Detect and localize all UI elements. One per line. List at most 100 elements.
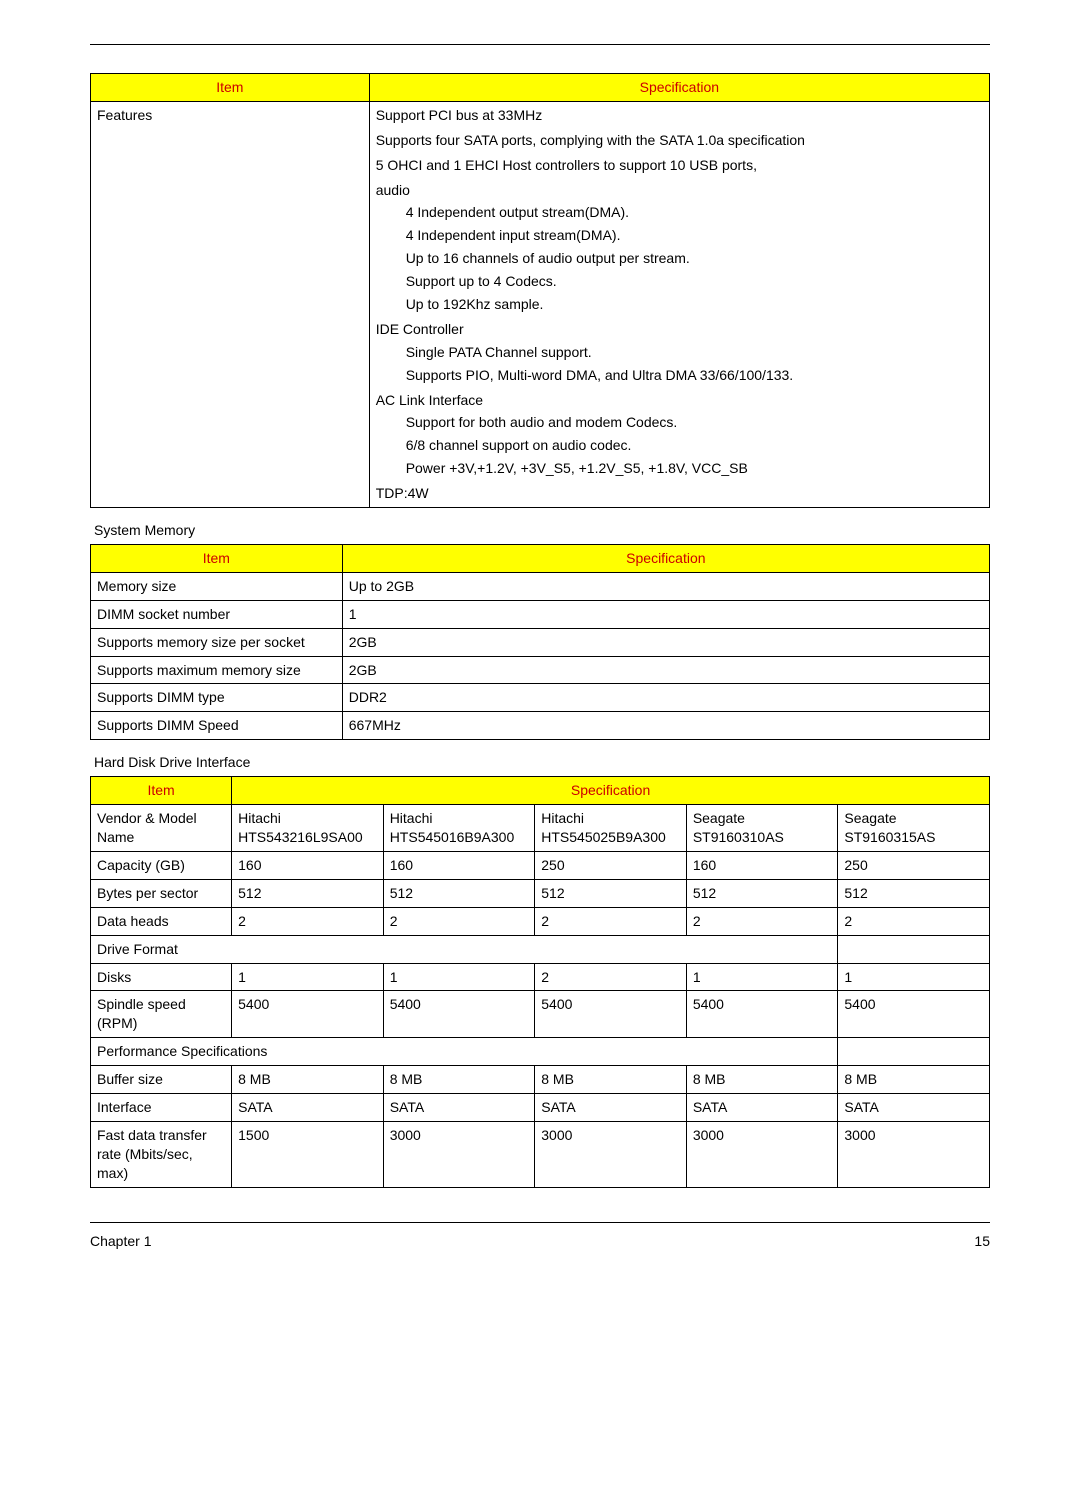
t3-cell: 1 bbox=[838, 963, 990, 991]
features-spec-line: AC Link Interface bbox=[376, 391, 983, 410]
t3-cell: 1 bbox=[232, 963, 384, 991]
t2-header-spec: Specification bbox=[342, 545, 989, 573]
page-top-rule bbox=[90, 44, 990, 45]
t1-header-item: Item bbox=[91, 74, 370, 102]
t3-cell: 8 MB bbox=[838, 1066, 990, 1094]
features-spec-line: 4 Independent input stream(DMA). bbox=[376, 226, 983, 245]
t3-item: Interface bbox=[91, 1093, 232, 1121]
t3-cell: 3000 bbox=[383, 1121, 535, 1187]
t3-item: Buffer size bbox=[91, 1066, 232, 1094]
t2-spec: 2GB bbox=[342, 656, 989, 684]
t2-spec: Up to 2GB bbox=[342, 572, 989, 600]
table-row: Supports memory size per socket2GB bbox=[91, 628, 990, 656]
footer-page-number: 15 bbox=[974, 1233, 990, 1249]
table-row: Buffer size8 MB8 MB8 MB8 MB8 MB bbox=[91, 1066, 990, 1094]
table-row: Fast data transfer rate (Mbits/sec, max)… bbox=[91, 1121, 990, 1187]
t3-cell: 2 bbox=[535, 963, 687, 991]
t3-cell: 2 bbox=[232, 907, 384, 935]
t3-cell: 160 bbox=[686, 851, 838, 879]
t3-cell: SATA bbox=[838, 1093, 990, 1121]
table-row: Drive Format bbox=[91, 935, 990, 963]
t3-subheader-empty bbox=[838, 1038, 990, 1066]
features-spec-line: Up to 16 channels of audio output per st… bbox=[376, 249, 983, 268]
t3-cell: 5400 bbox=[383, 991, 535, 1038]
features-table: Item Specification Features Support PCI … bbox=[90, 73, 990, 508]
table-row: Supports DIMM Speed667MHz bbox=[91, 712, 990, 740]
t2-item: Supports memory size per socket bbox=[91, 628, 343, 656]
features-spec-line: 4 Independent output stream(DMA). bbox=[376, 203, 983, 222]
t3-item: Spindle speed (RPM) bbox=[91, 991, 232, 1038]
t3-cell: 5400 bbox=[686, 991, 838, 1038]
t3-cell: 8 MB bbox=[383, 1066, 535, 1094]
t3-cell: Hitachi HTS545025B9A300 bbox=[535, 805, 687, 852]
t3-cell: 512 bbox=[232, 879, 384, 907]
t2-spec: 2GB bbox=[342, 628, 989, 656]
t3-cell: 250 bbox=[838, 851, 990, 879]
t3-cell: 8 MB bbox=[535, 1066, 687, 1094]
t3-cell: 512 bbox=[838, 879, 990, 907]
t3-cell: SATA bbox=[232, 1093, 384, 1121]
t3-cell: 5400 bbox=[535, 991, 687, 1038]
t1-item-label: Features bbox=[91, 101, 370, 507]
t3-cell: 1 bbox=[383, 963, 535, 991]
t3-item: Bytes per sector bbox=[91, 879, 232, 907]
t3-cell: Seagate ST9160310AS bbox=[686, 805, 838, 852]
t3-cell: 512 bbox=[535, 879, 687, 907]
table-row: InterfaceSATASATASATASATASATA bbox=[91, 1093, 990, 1121]
t3-cell: 250 bbox=[535, 851, 687, 879]
features-spec-line: TDP:4W bbox=[376, 484, 983, 503]
t1-header-spec: Specification bbox=[369, 74, 989, 102]
features-spec-line: audio bbox=[376, 181, 983, 200]
t3-cell: 512 bbox=[686, 879, 838, 907]
features-spec-line: Support PCI bus at 33MHz bbox=[376, 106, 983, 125]
t3-cell: 5400 bbox=[232, 991, 384, 1038]
t3-cell: 3000 bbox=[686, 1121, 838, 1187]
t3-item: Data heads bbox=[91, 907, 232, 935]
table-row: Disks11211 bbox=[91, 963, 990, 991]
t3-cell: 2 bbox=[838, 907, 990, 935]
t2-item: Supports DIMM type bbox=[91, 684, 343, 712]
t3-cell: 5400 bbox=[838, 991, 990, 1038]
t2-spec: 667MHz bbox=[342, 712, 989, 740]
t3-cell: 8 MB bbox=[232, 1066, 384, 1094]
t3-cell: SATA bbox=[535, 1093, 687, 1121]
t3-cell: 3000 bbox=[838, 1121, 990, 1187]
features-spec-line: IDE Controller bbox=[376, 320, 983, 339]
hdd-interface-table: Item Specification Vendor & Model NameHi… bbox=[90, 776, 990, 1187]
features-spec-line: Support up to 4 Codecs. bbox=[376, 272, 983, 291]
features-spec-line: Supports PIO, Multi-word DMA, and Ultra … bbox=[376, 366, 983, 385]
t3-item: Fast data transfer rate (Mbits/sec, max) bbox=[91, 1121, 232, 1187]
t3-subheader: Performance Specifications bbox=[91, 1038, 838, 1066]
t1-spec-cell: Support PCI bus at 33MHzSupports four SA… bbox=[369, 101, 989, 507]
section-system-memory-title: System Memory bbox=[94, 522, 990, 538]
table-row: Memory sizeUp to 2GB bbox=[91, 572, 990, 600]
table-row: Performance Specifications bbox=[91, 1038, 990, 1066]
t3-item: Disks bbox=[91, 963, 232, 991]
t3-cell: 2 bbox=[383, 907, 535, 935]
features-spec-line: Up to 192Khz sample. bbox=[376, 295, 983, 314]
page-footer: Chapter 1 15 bbox=[90, 1222, 990, 1249]
section-hdd-title: Hard Disk Drive Interface bbox=[94, 754, 990, 770]
t3-cell: 1500 bbox=[232, 1121, 384, 1187]
t3-cell: 8 MB bbox=[686, 1066, 838, 1094]
table-row: Data heads22222 bbox=[91, 907, 990, 935]
features-spec-line: Support for both audio and modem Codecs. bbox=[376, 413, 983, 432]
t3-cell: SATA bbox=[383, 1093, 535, 1121]
t3-cell: Hitachi HTS543216L9SA00 bbox=[232, 805, 384, 852]
t3-subheader: Drive Format bbox=[91, 935, 838, 963]
t3-item: Vendor & Model Name bbox=[91, 805, 232, 852]
t3-item: Capacity (GB) bbox=[91, 851, 232, 879]
table-row: Capacity (GB)160160250160250 bbox=[91, 851, 990, 879]
t3-cell: Seagate ST9160315AS bbox=[838, 805, 990, 852]
table-row: Vendor & Model NameHitachi HTS543216L9SA… bbox=[91, 805, 990, 852]
t2-item: Supports DIMM Speed bbox=[91, 712, 343, 740]
features-spec-line: 6/8 channel support on audio codec. bbox=[376, 436, 983, 455]
t3-cell: 2 bbox=[535, 907, 687, 935]
t2-spec: 1 bbox=[342, 600, 989, 628]
table-row: Supports DIMM typeDDR2 bbox=[91, 684, 990, 712]
t3-cell: 1 bbox=[686, 963, 838, 991]
t2-item: Memory size bbox=[91, 572, 343, 600]
t3-cell: 2 bbox=[686, 907, 838, 935]
t3-cell: 3000 bbox=[535, 1121, 687, 1187]
t3-subheader-empty bbox=[838, 935, 990, 963]
